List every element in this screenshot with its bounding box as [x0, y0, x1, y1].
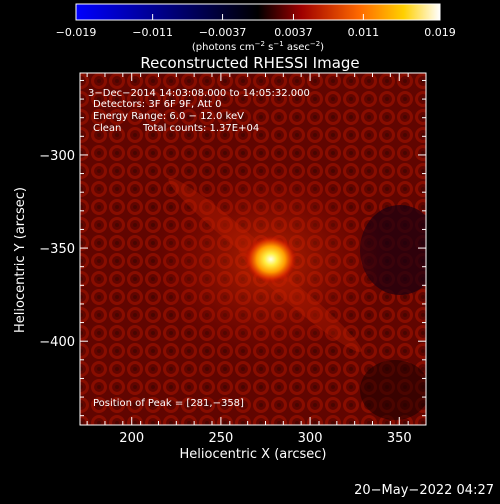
y-tick-label: −350: [39, 242, 75, 257]
y-tick-label: −300: [39, 149, 75, 164]
annotation-counts: Total counts: 1.37E+04: [142, 123, 259, 134]
chart-title: Reconstructed RHESSI Image: [140, 54, 359, 72]
x-axis-label: Heliocentric X (arcsec): [180, 447, 327, 462]
colorbar-tick-label: −0.0037: [199, 26, 247, 39]
y-axis-label: Heliocentric Y (arcsec): [13, 187, 28, 333]
x-tick-label: 350: [387, 431, 412, 446]
annotation-time: 3−Dec−2014 14:03:08.000 to 14:05:32.000: [88, 88, 310, 99]
dark-region-lower-right: [360, 360, 426, 420]
colorbar-tick-label: −0.011: [132, 26, 173, 39]
axis-ticks: 200 250 300 350 −300 −350 −400: [39, 73, 427, 446]
colorbar-gradient: [75, 3, 441, 21]
annotations: 3−Dec−2014 14:03:08.000 to 14:05:32.000 …: [88, 88, 310, 409]
colorbar-ticks: −0.019 −0.011 −0.0037 0.0037 0.011 0.019: [56, 14, 456, 39]
x-tick-label: 250: [208, 431, 233, 446]
annotation-energy: Energy Range: 6.0 − 12.0 keV: [93, 111, 244, 122]
y-tick-label: −400: [39, 335, 75, 350]
colorbar-tick-label: 0.019: [424, 26, 456, 39]
colorbar-tick-label: −0.019: [56, 26, 97, 39]
peak-source: [244, 235, 297, 284]
x-tick-label: 200: [119, 431, 144, 446]
colorbar-tick-label: 0.0037: [274, 26, 313, 39]
annotation-peak-position: Position of Peak = [281,−358]: [93, 398, 244, 409]
heatmap-image: [80, 73, 426, 425]
colorbar-tick-label: 0.011: [348, 26, 380, 39]
colorbar: −0.019 −0.011 −0.0037 0.0037 0.011 0.019 (pho…: [56, 3, 456, 53]
annotation-clean: Clean: [93, 123, 121, 134]
x-tick-label: 300: [298, 431, 323, 446]
annotation-detectors: Detectors: 3F 6F 9F, Att 0: [93, 99, 221, 110]
plot-frame: [79, 72, 427, 426]
colorbar-unit-label: (photons cm−2 s−1 asec−2): [192, 40, 324, 53]
footer-timestamp: 20−May−2022 04:27: [354, 483, 494, 498]
